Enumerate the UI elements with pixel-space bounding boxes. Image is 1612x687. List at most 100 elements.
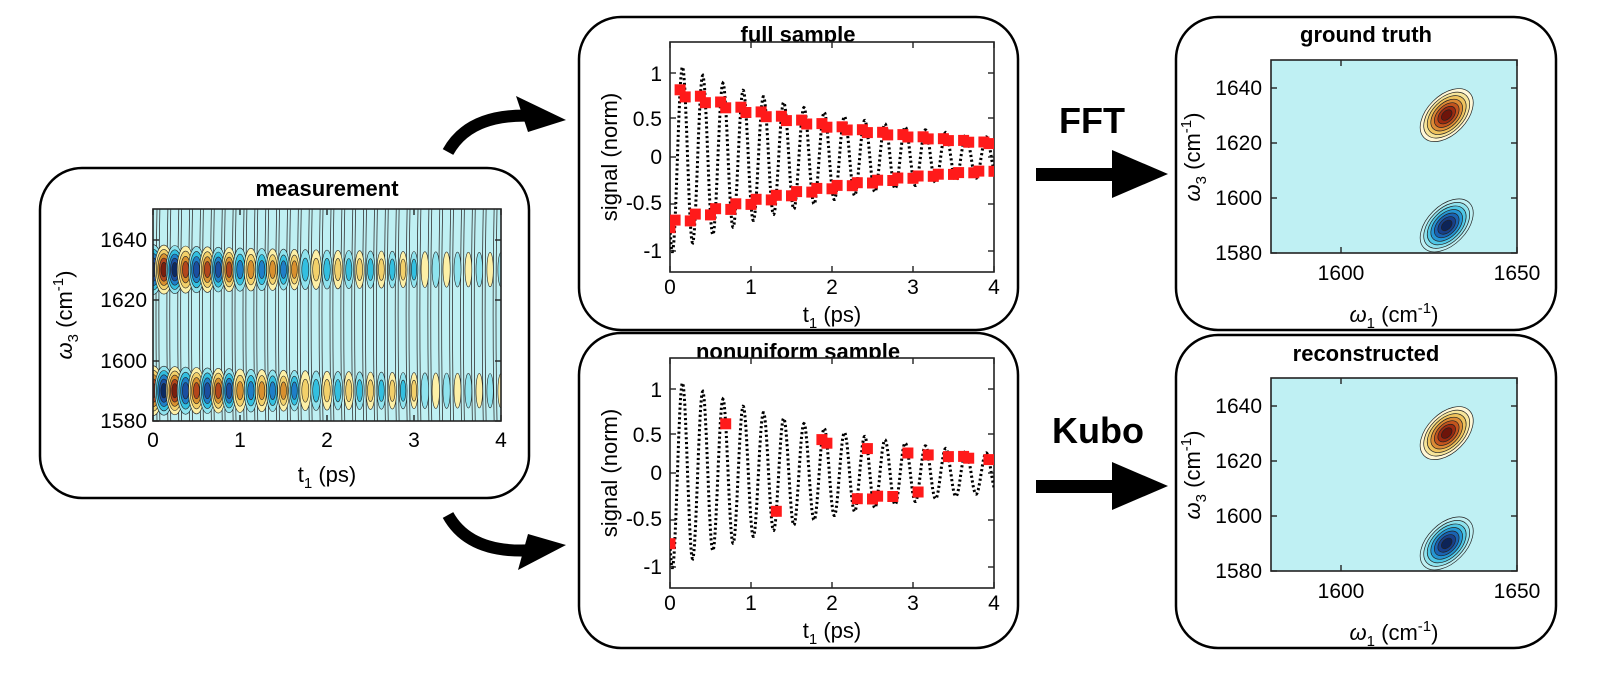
rc-ylabel: ω3 (cm-1) xyxy=(1178,431,1210,520)
contour-level xyxy=(356,379,363,403)
sample-point xyxy=(922,449,934,461)
contour-level xyxy=(453,372,462,409)
sample-point xyxy=(740,107,752,118)
contour-level xyxy=(171,262,179,278)
contour-level xyxy=(367,379,374,402)
sample-point xyxy=(694,90,706,102)
full-ylabel: signal (norm) xyxy=(597,93,622,221)
sample-point xyxy=(872,174,884,186)
contour-line xyxy=(484,209,495,421)
gt-ytick-1600: 1600 xyxy=(1215,187,1262,210)
full-ytick-0: 0 xyxy=(650,146,662,169)
contour-level xyxy=(486,373,494,409)
contour-level xyxy=(356,258,363,281)
contour-level xyxy=(182,382,190,400)
contour-level xyxy=(334,379,342,403)
sample-point xyxy=(715,96,727,108)
contour-level xyxy=(269,381,276,400)
sample-point xyxy=(861,443,873,455)
meas-ytick-1580: 1580 xyxy=(100,410,147,433)
sample-point xyxy=(963,136,975,148)
contour-level xyxy=(203,261,211,278)
contour-level xyxy=(345,379,353,403)
sample-point xyxy=(770,505,782,517)
contour-level xyxy=(258,381,266,401)
contour-level xyxy=(1441,427,1453,439)
ground-truth-title: ground truth xyxy=(1300,22,1432,47)
sample-point xyxy=(902,447,914,459)
measurement-panel: measurement 0 1 2 3 4 1580 1600 1620 164… xyxy=(50,176,507,492)
curved-arrow-down xyxy=(442,511,566,570)
sample-point xyxy=(821,121,833,133)
contour-level xyxy=(475,252,483,288)
sample-point xyxy=(963,452,975,464)
sample-point xyxy=(912,486,924,498)
gt-xlabel: ω1 (cm-1) xyxy=(1350,300,1439,332)
sample-point xyxy=(953,167,965,179)
meas-xtick-3: 3 xyxy=(408,429,420,452)
full-xtick-2: 2 xyxy=(826,276,838,299)
nonu-ytick-m05: -0.5 xyxy=(626,508,662,531)
rc-xtick-1600: 1600 xyxy=(1318,580,1365,603)
nonu-ytick-m1: -1 xyxy=(643,556,662,579)
contour-level xyxy=(225,261,233,278)
rc-ytick-1620: 1620 xyxy=(1215,450,1262,473)
contour-line xyxy=(495,209,498,421)
contour-level xyxy=(431,372,440,409)
contour-level xyxy=(1441,109,1453,121)
contour-level xyxy=(280,260,287,279)
negative-peak xyxy=(1419,198,1474,253)
sample-point xyxy=(720,102,732,114)
nonu-xtick-1: 1 xyxy=(745,592,757,615)
contour-level xyxy=(203,382,211,400)
sample-point xyxy=(988,165,994,177)
contour-level xyxy=(323,258,331,282)
sample-point xyxy=(780,115,792,127)
sample-point xyxy=(684,215,696,227)
sample-point xyxy=(720,418,732,430)
sample-point xyxy=(801,118,813,130)
positive-peak xyxy=(1419,88,1474,142)
negative-peak xyxy=(1419,516,1474,571)
contour-level xyxy=(1441,219,1453,232)
meas-xlabel: t1 (ps) xyxy=(298,462,356,492)
rc-ytick-1580: 1580 xyxy=(1215,560,1262,583)
sample-point xyxy=(689,208,701,220)
contour-level xyxy=(442,372,451,409)
sample-point xyxy=(670,538,676,550)
contour-level xyxy=(378,379,385,402)
sample-point xyxy=(831,179,843,191)
contour-level xyxy=(312,257,320,282)
sample-point xyxy=(760,111,772,123)
nonu-ytick-0: 0 xyxy=(650,462,662,485)
contour-level xyxy=(236,381,244,401)
sample-point xyxy=(872,490,884,502)
contour-level xyxy=(171,383,179,399)
rc-ytick-1640: 1640 xyxy=(1215,395,1262,418)
nonu-ylabel: signal (norm) xyxy=(597,409,622,537)
sample-point xyxy=(670,214,681,226)
kubo-arrow xyxy=(1036,462,1168,510)
measurement-title: measurement xyxy=(255,176,399,201)
contour-level xyxy=(464,373,473,409)
contour-level xyxy=(291,260,298,279)
full-ytick-m1: -1 xyxy=(643,240,662,263)
rc-ytick-1600: 1600 xyxy=(1215,505,1262,528)
contour-level xyxy=(345,258,353,282)
full-xtick-3: 3 xyxy=(907,276,919,299)
sample-point xyxy=(670,222,676,234)
nonu-xtick-4: 4 xyxy=(988,592,1000,615)
full-xtick-4: 4 xyxy=(988,276,1000,299)
sample-point xyxy=(882,129,894,141)
contour-level xyxy=(389,258,396,281)
nonu-xtick-3: 3 xyxy=(907,592,919,615)
sample-point xyxy=(730,198,742,210)
sample-point xyxy=(851,493,863,505)
rc-xlabel: ω1 (cm-1) xyxy=(1350,618,1439,650)
contour-level xyxy=(410,258,417,281)
sample-point xyxy=(791,186,803,198)
sample-point xyxy=(973,165,985,177)
contour-level xyxy=(400,258,407,281)
meas-xtick-0: 0 xyxy=(147,429,159,452)
sample-point xyxy=(699,97,711,109)
